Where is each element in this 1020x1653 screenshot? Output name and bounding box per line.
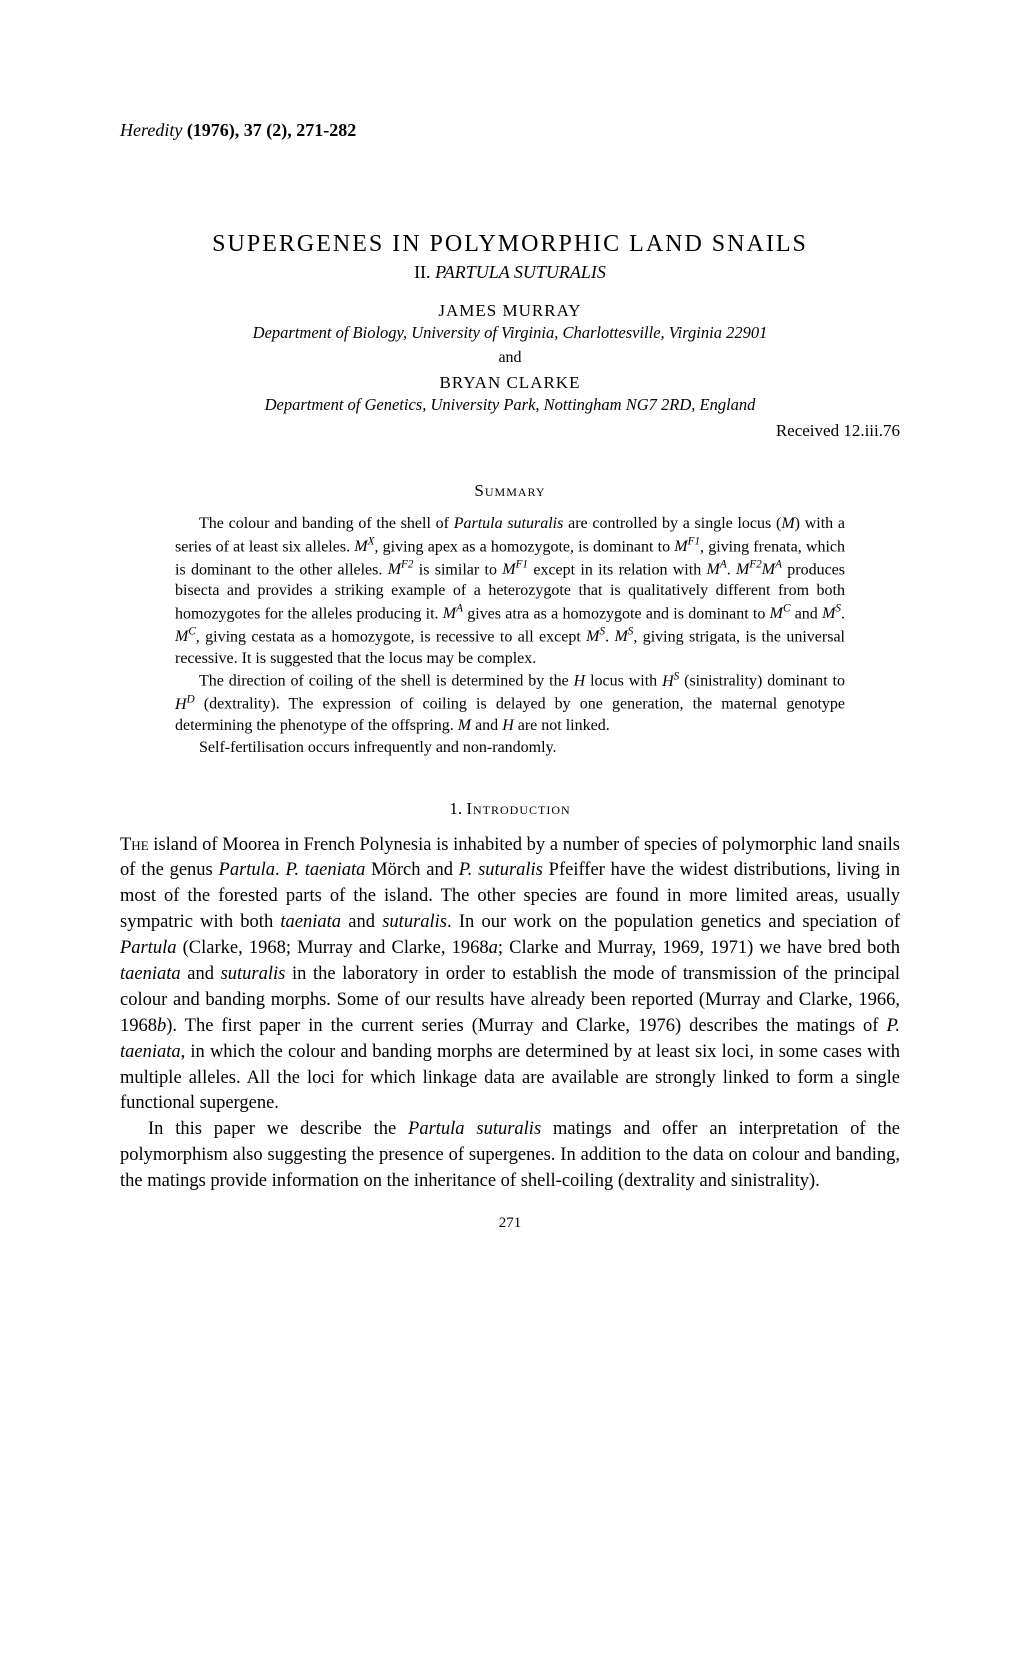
summary-para-3: Self-fertilisation occurs infrequently a…	[175, 737, 845, 759]
intro-para-1: The island of Moorea in French Polynesia…	[120, 833, 900, 1118]
page-number: 271	[120, 1215, 900, 1232]
received-date: Received 12.iii.76	[120, 421, 900, 441]
summary-block: The colour and banding of the shell of P…	[175, 513, 845, 759]
summary-para-2: The direction of coiling of the shell is…	[175, 669, 845, 736]
intro-para-2: In this paper we describe the Partula su…	[120, 1117, 900, 1195]
author-1-name: JAMES MURRAY	[120, 301, 900, 321]
author-1-affiliation: Department of Biology, University of Vir…	[120, 323, 900, 343]
intro-body: The island of Moorea in French Polynesia…	[120, 833, 900, 1195]
subtitle-text: PARTULA SUTURALIS	[435, 262, 606, 282]
author-2-name: BRYAN CLARKE	[120, 373, 900, 393]
and-separator: and	[120, 349, 900, 367]
summary-para-1: The colour and banding of the shell of P…	[175, 513, 845, 669]
intro-heading: 1. Introduction	[120, 799, 900, 819]
journal-name: Heredity	[120, 120, 182, 140]
intro-number: 1.	[449, 799, 466, 818]
journal-citation: Heredity (1976), 37 (2), 271-282	[120, 120, 900, 141]
author-2-affiliation: Department of Genetics, University Park,…	[120, 395, 900, 415]
paper-page: Heredity (1976), 37 (2), 271-282 SUPERGE…	[0, 0, 1020, 1653]
paper-title: SUPERGENES IN POLYMORPHIC LAND SNAILS	[120, 231, 900, 258]
summary-heading: Summary	[120, 481, 900, 501]
citation-details: (1976), 37 (2), 271-282	[182, 120, 356, 140]
subtitle-number: II.	[414, 262, 435, 282]
paper-subtitle: II. PARTULA SUTURALIS	[120, 262, 900, 283]
intro-word: Introduction	[466, 799, 570, 818]
